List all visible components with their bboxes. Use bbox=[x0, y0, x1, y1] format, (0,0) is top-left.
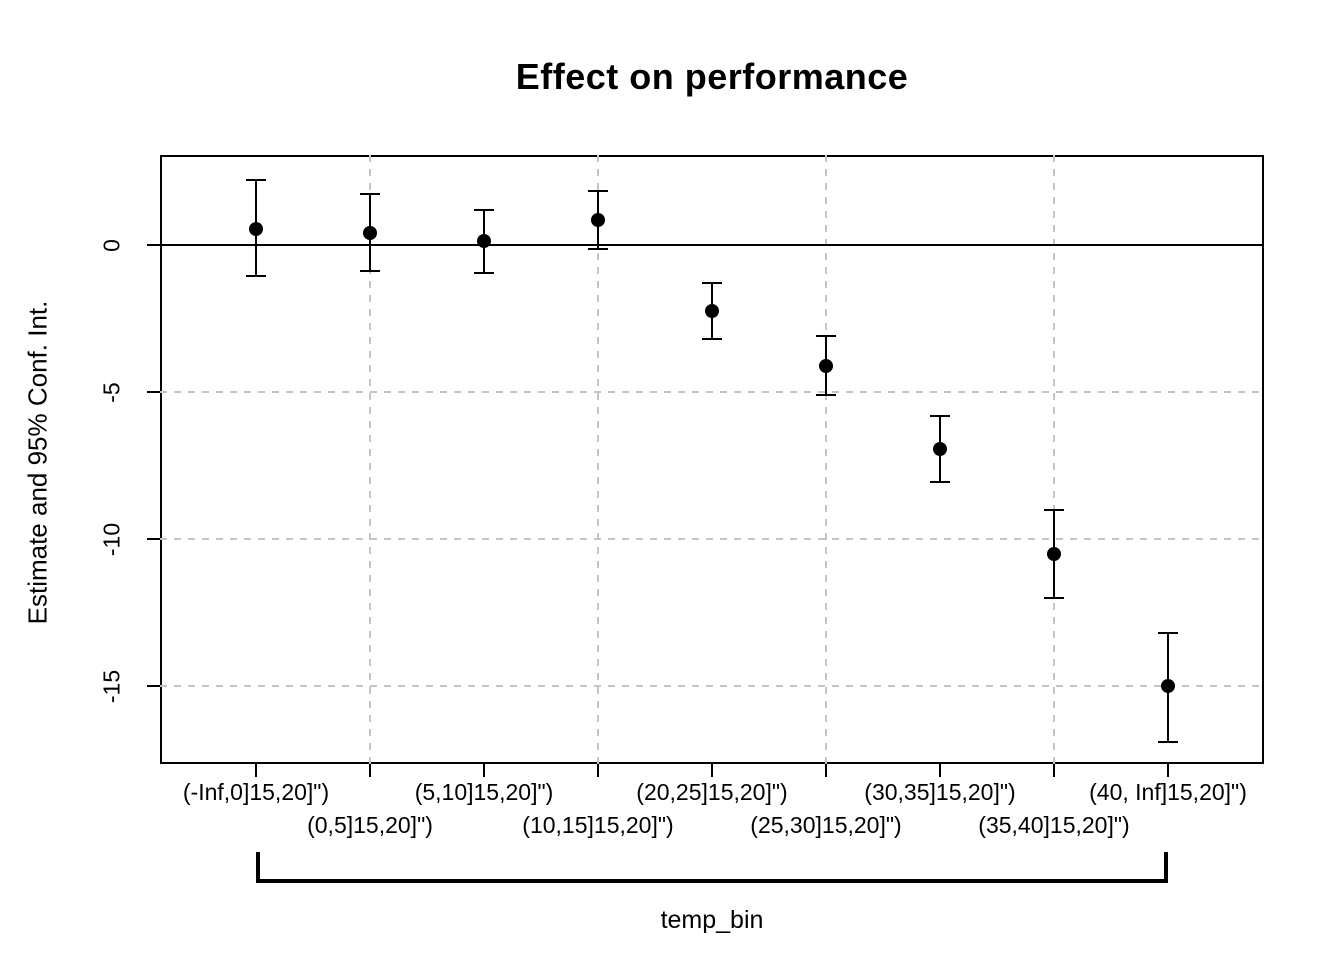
h-gridline bbox=[160, 538, 1264, 541]
x-tick bbox=[369, 764, 371, 777]
error-bar-cap-lower bbox=[816, 393, 836, 396]
data-point bbox=[933, 442, 947, 457]
x-tick-label: (40, Inf]15,20]") bbox=[1089, 779, 1247, 805]
y-tick bbox=[147, 391, 160, 393]
error-bar-cap-upper bbox=[588, 189, 608, 192]
x-axis-label: temp_bin bbox=[660, 906, 764, 934]
error-bar-cap-lower bbox=[702, 338, 722, 341]
x-tick-label: (20,25]15,20]") bbox=[636, 779, 788, 805]
x-tick bbox=[1053, 764, 1055, 777]
error-bar-cap-lower bbox=[246, 274, 266, 277]
error-bar-cap-upper bbox=[474, 208, 494, 211]
error-bar-cap-lower bbox=[1044, 596, 1064, 599]
x-tick-label: (35,40]15,20]") bbox=[978, 812, 1130, 838]
y-tick-label: -15 bbox=[98, 669, 125, 704]
v-gridline bbox=[597, 155, 599, 764]
x-tick-label: (30,35]15,20]") bbox=[864, 779, 1016, 805]
y-tick bbox=[147, 538, 160, 541]
y-tick bbox=[147, 685, 160, 688]
data-point bbox=[363, 226, 377, 241]
x-tick-label: (5,10]15,20]") bbox=[414, 779, 554, 805]
error-bar-cap-upper bbox=[1158, 632, 1178, 635]
x-tick-label: (-Inf,0]15,20]") bbox=[182, 779, 330, 805]
data-point bbox=[1161, 679, 1175, 694]
data-point bbox=[591, 212, 605, 227]
error-bar-cap-upper bbox=[930, 414, 950, 417]
x-tick bbox=[597, 764, 599, 777]
zero-reference-line bbox=[160, 243, 1264, 246]
error-bar-cap-upper bbox=[246, 179, 266, 182]
data-point bbox=[249, 221, 263, 236]
x-tick bbox=[1167, 764, 1169, 777]
y-tick-label: -5 bbox=[98, 382, 125, 403]
x-tick-label: (0,5]15,20]") bbox=[307, 812, 433, 838]
x-tick-label: (25,30]15,20]") bbox=[750, 812, 902, 838]
v-gridline bbox=[825, 155, 827, 764]
error-bar-cap-lower bbox=[474, 271, 494, 274]
x-tick bbox=[939, 764, 941, 777]
x-tick bbox=[711, 764, 713, 777]
x-tick bbox=[483, 764, 485, 777]
error-bar-cap-upper bbox=[816, 335, 836, 338]
x-tick bbox=[255, 764, 257, 777]
x-tick-label: (10,15]15,20]") bbox=[522, 812, 674, 838]
data-point bbox=[705, 304, 719, 319]
y-tick-label: 0 bbox=[98, 239, 125, 252]
axis-group-bracket bbox=[256, 852, 1168, 883]
h-gridline bbox=[160, 391, 1264, 393]
data-point bbox=[477, 233, 491, 248]
h-gridline bbox=[160, 685, 1264, 688]
data-point bbox=[819, 358, 833, 373]
v-gridline bbox=[1053, 155, 1055, 764]
plot-area bbox=[160, 155, 1264, 764]
v-gridline bbox=[369, 155, 371, 764]
error-bar-cap-lower bbox=[588, 248, 608, 251]
error-bar-cap-lower bbox=[1158, 740, 1178, 743]
chart-title: Effect on performance bbox=[515, 56, 909, 97]
y-tick-label: -10 bbox=[98, 522, 125, 557]
error-bar-cap-upper bbox=[360, 192, 380, 195]
error-bar-cap-upper bbox=[1044, 508, 1064, 511]
y-tick bbox=[147, 243, 160, 246]
error-bar-cap-lower bbox=[930, 480, 950, 483]
error-bar-cap-lower bbox=[360, 270, 380, 273]
x-tick bbox=[825, 764, 827, 777]
data-point bbox=[1047, 546, 1061, 561]
error-bar-cap-upper bbox=[702, 282, 722, 285]
